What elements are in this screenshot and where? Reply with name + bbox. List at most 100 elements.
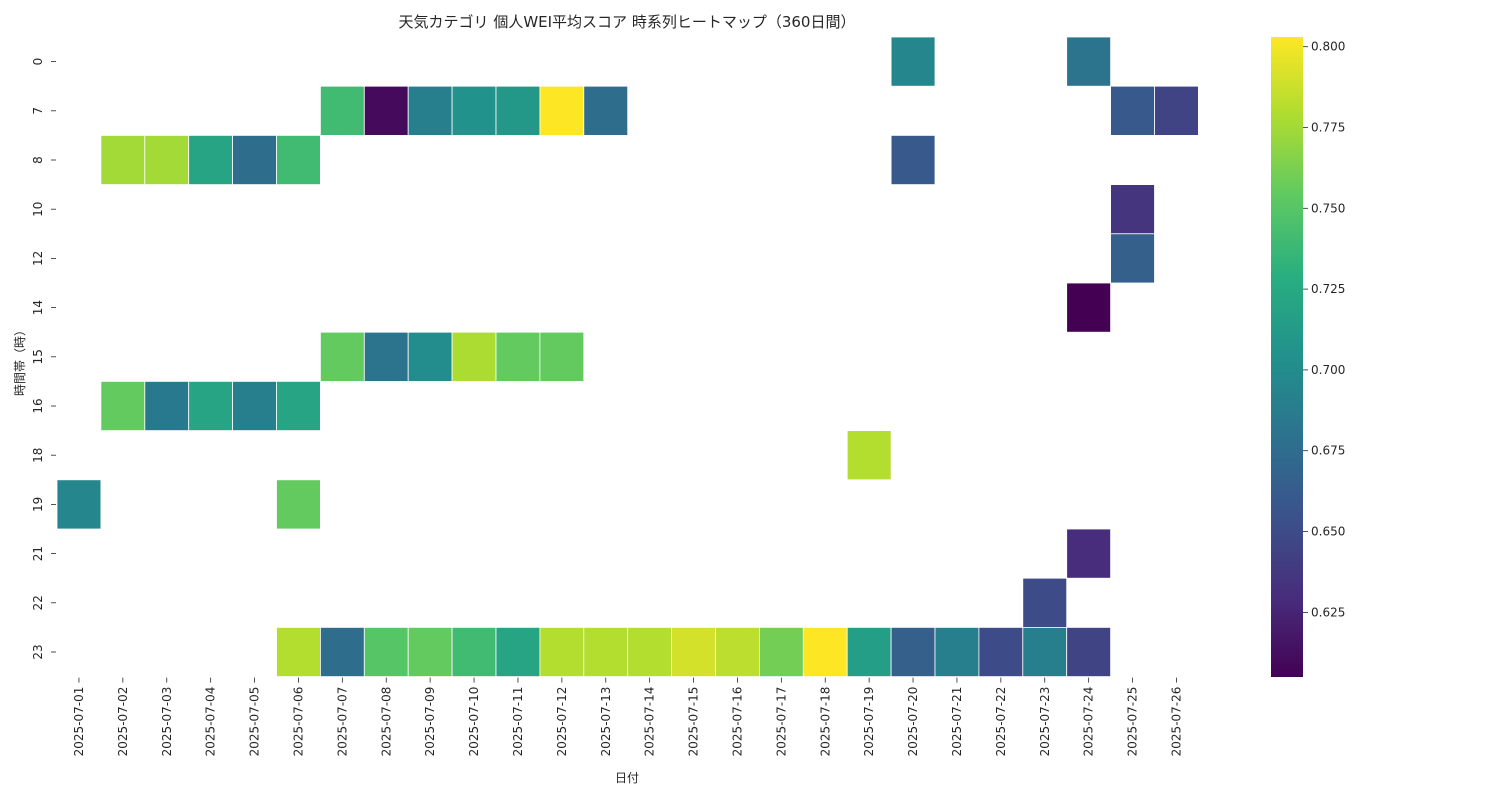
- heatmap-cell: [495, 627, 541, 678]
- x-tick-label: 2025-07-26: [1170, 687, 1184, 757]
- colorbar: [1271, 37, 1303, 677]
- heatmap-cell: [539, 85, 585, 136]
- y-axis-title: 時間帯（時）: [13, 324, 27, 396]
- x-tick-label: 2025-07-08: [379, 687, 393, 757]
- heatmap-cell: [627, 627, 673, 678]
- x-tick-label: 2025-07-23: [1038, 687, 1052, 757]
- heatmap-cell: [1066, 528, 1111, 579]
- heatmap-cell: [715, 627, 760, 678]
- y-tick-label: 7: [31, 107, 45, 115]
- heatmap-cell: [451, 331, 497, 382]
- x-tick-label: 2025-07-07: [335, 687, 349, 757]
- heatmap-cell: [407, 85, 453, 136]
- y-axis-ticks: 0 7 8 10 12 14 15 16 18 19 21 22 23: [31, 58, 56, 660]
- heatmap-cell: [846, 430, 892, 481]
- heatmap-cell: [319, 331, 365, 382]
- heatmap-cell: [1066, 36, 1111, 87]
- heatmap-cell: [1066, 627, 1111, 678]
- y-tick-label: 8: [31, 156, 45, 164]
- y-tick-label: 22: [31, 595, 45, 610]
- y-tick-label: 23: [31, 644, 45, 659]
- heatmap-cell: [1110, 184, 1155, 235]
- x-tick-label: 2025-07-04: [204, 687, 218, 757]
- colorbar-tick-label: 0.675: [1311, 444, 1345, 458]
- heatmap-cell: [759, 627, 804, 678]
- x-tick-label: 2025-07-12: [555, 687, 569, 757]
- heatmap-cell: [363, 85, 409, 136]
- x-tick-label: 2025-07-15: [687, 687, 701, 757]
- x-tick-label: 2025-07-09: [423, 687, 437, 757]
- chart-title: 天気カテゴリ 個人WEI平均スコア 時系列ヒートマップ（360日間）: [399, 13, 856, 31]
- heatmap-cell: [583, 627, 629, 678]
- heatmap-cell: [232, 380, 277, 431]
- colorbar-tick-label: 0.775: [1311, 121, 1345, 135]
- heatmap-cell: [1110, 233, 1155, 284]
- x-tick-label: 2025-07-05: [248, 687, 262, 757]
- x-tick-label: 2025-07-06: [291, 687, 305, 757]
- x-tick-label: 2025-07-20: [906, 687, 920, 757]
- heatmap-cell: [890, 627, 936, 678]
- y-tick-label: 10: [31, 202, 45, 217]
- colorbar-ticks: 0.625 0.650 0.675 0.700 0.725 0.750 0.775 0.800: [1303, 40, 1345, 619]
- heatmap-cell: [539, 331, 585, 382]
- x-tick-label: 2025-07-17: [774, 687, 788, 757]
- x-tick-label: 2025-07-18: [818, 687, 832, 757]
- heatmap-cell: [407, 331, 453, 382]
- heatmap-cell: [846, 627, 892, 678]
- colorbar-tick-label: 0.725: [1311, 282, 1345, 296]
- colorbar-tick-label: 0.625: [1311, 605, 1345, 619]
- y-tick-label: 14: [31, 300, 45, 315]
- heatmap-cell: [934, 627, 980, 678]
- x-tick-label: 2025-07-21: [950, 687, 964, 757]
- heatmap-cell: [451, 85, 497, 136]
- colorbar-tick-label: 0.750: [1311, 201, 1345, 215]
- x-tick-label: 2025-07-02: [116, 687, 130, 757]
- y-tick-label: 19: [31, 497, 45, 512]
- heatmap-cell: [1022, 627, 1068, 678]
- heatmap-cell: [188, 134, 233, 185]
- colorbar-tick-label: 0.700: [1311, 363, 1345, 377]
- heatmap-cell: [276, 627, 321, 678]
- heatmap-cell: [1110, 85, 1155, 136]
- heatmap-cell: [1066, 282, 1111, 333]
- heatmap-cell: [319, 85, 365, 136]
- heatmap-cell: [188, 380, 233, 431]
- heatmap-cell: [276, 479, 321, 530]
- heatmap-cell: [495, 85, 541, 136]
- heatmap-cell: [144, 380, 190, 431]
- heatmap-cell: [802, 627, 848, 678]
- y-tick-label: 15: [31, 349, 45, 364]
- x-tick-label: 2025-07-14: [643, 687, 657, 757]
- y-tick-label: 21: [31, 546, 45, 561]
- heatmap-cell: [671, 627, 716, 678]
- heatmap-cell: [232, 134, 277, 185]
- heatmap-cell: [1154, 85, 1199, 136]
- heatmap-cell: [890, 36, 936, 87]
- colorbar-tick-label: 0.650: [1311, 525, 1345, 539]
- heatmap-cell: [539, 627, 585, 678]
- x-tick-label: 2025-07-19: [862, 687, 876, 757]
- heatmap-cell: [100, 134, 146, 185]
- y-tick-label: 18: [31, 448, 45, 463]
- heatmap-cell: [100, 380, 146, 431]
- heatmap-cell: [319, 627, 365, 678]
- x-tick-label: 2025-07-16: [730, 687, 744, 757]
- heatmap-cell: [276, 380, 321, 431]
- x-tick-label: 2025-07-10: [467, 687, 481, 757]
- x-axis-ticks: 2025-07-01 2025-07-02 2025-07-03 2025-07-04…: [72, 677, 1184, 757]
- heatmap-cell: [890, 134, 936, 185]
- y-tick-label: 0: [31, 58, 45, 66]
- x-tick-label: 2025-07-25: [1126, 687, 1140, 757]
- heatmap-cell: [407, 627, 453, 678]
- y-tick-label: 16: [31, 398, 45, 413]
- heatmap-cell: [451, 627, 497, 678]
- heatmap-cell: [56, 479, 102, 530]
- heatmap-cell: [978, 627, 1024, 678]
- heatmap-cell: [1022, 577, 1068, 628]
- heatmap-cell: [363, 331, 409, 382]
- heatmap-cell: [495, 331, 541, 382]
- heatmap-cell: [144, 134, 190, 185]
- y-tick-label: 12: [31, 251, 45, 266]
